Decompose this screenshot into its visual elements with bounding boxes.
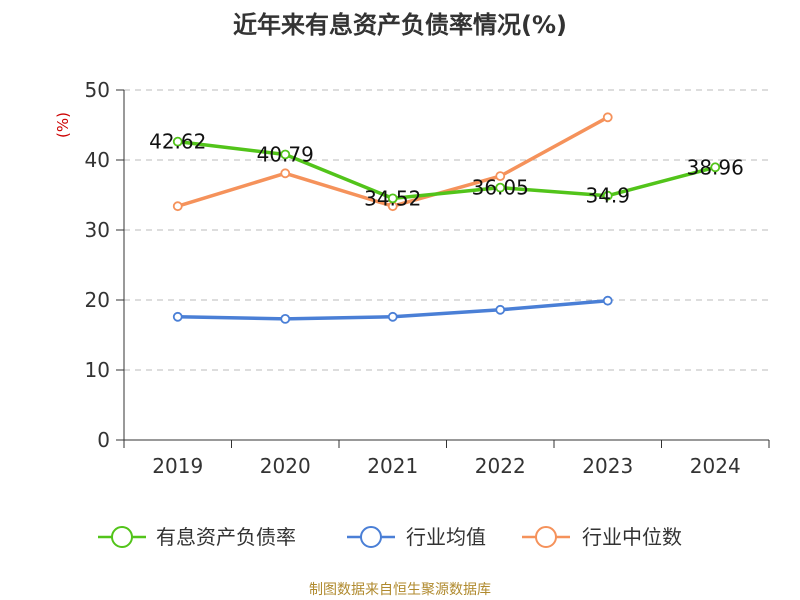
series-line — [177, 139, 716, 201]
data-label: 34.52 — [364, 186, 421, 210]
data-point — [710, 162, 721, 173]
data-point — [602, 112, 613, 123]
data-label: 42.62 — [149, 130, 206, 154]
legend-label: 有息资产负债率 — [156, 525, 296, 549]
y-tick-label: 10 — [85, 358, 110, 382]
data-point — [172, 311, 183, 322]
axes — [116, 89, 770, 448]
data-point — [387, 311, 398, 322]
y-tick-label: 40 — [85, 148, 110, 172]
legend-label: 行业均值 — [406, 525, 486, 549]
data-point — [387, 193, 398, 204]
data-point — [602, 190, 613, 201]
data-point — [495, 182, 506, 193]
data-label: 38.96 — [687, 155, 744, 179]
data-point — [172, 136, 183, 147]
series-group — [172, 112, 721, 324]
y-tick-label: 30 — [85, 218, 110, 242]
x-tick-label: 2019 — [152, 454, 203, 478]
legend-item-1[interactable]: 行业均值 — [347, 525, 486, 549]
source-note: 制图数据来自恒生聚源数据库 — [309, 582, 491, 598]
y-tick-labels: 0 10 20 30 40 50 — [85, 78, 110, 452]
x-tick-labels: 2019 2020 2021 2022 2023 2024 — [152, 454, 740, 478]
x-tick-label: 2021 — [367, 454, 418, 478]
chart-title: 近年来有息资产负债率情况(%) — [233, 11, 567, 39]
data-point — [280, 313, 291, 324]
y-tick-label: 0 — [97, 428, 110, 452]
series-2 — [172, 112, 613, 212]
x-tick-label: 2022 — [475, 454, 526, 478]
data-label: 36.05 — [472, 176, 529, 200]
x-tick-label: 2023 — [582, 454, 633, 478]
series-0 — [172, 136, 721, 204]
legend-label: 行业中位数 — [582, 525, 682, 549]
data-point — [495, 304, 506, 315]
data-point — [495, 171, 506, 182]
data-point — [280, 168, 291, 179]
series-1 — [172, 295, 613, 324]
legend-marker — [360, 526, 382, 548]
y-axis-unit-label: (%) — [54, 112, 72, 138]
data-point — [280, 149, 291, 160]
data-labels: 42.62 40.79 34.52 36.05 34.9 38.96 — [149, 130, 744, 211]
legend-marker — [111, 526, 133, 548]
legend-item-2[interactable]: 行业中位数 — [522, 525, 682, 549]
data-label: 34.9 — [585, 184, 630, 208]
legend-marker — [535, 526, 557, 548]
data-point — [602, 295, 613, 306]
x-tick-label: 2020 — [260, 454, 311, 478]
data-point — [172, 201, 183, 212]
x-tick-label: 2024 — [690, 454, 741, 478]
y-tick-label: 50 — [85, 78, 110, 102]
y-tick-label: 20 — [85, 288, 110, 312]
legend-item-0[interactable]: 有息资产负债率 — [98, 525, 296, 549]
legend: 有息资产负债率 行业均值 行业中位数 — [98, 525, 682, 549]
grid-lines — [124, 89, 769, 371]
data-label: 40.79 — [257, 142, 314, 166]
